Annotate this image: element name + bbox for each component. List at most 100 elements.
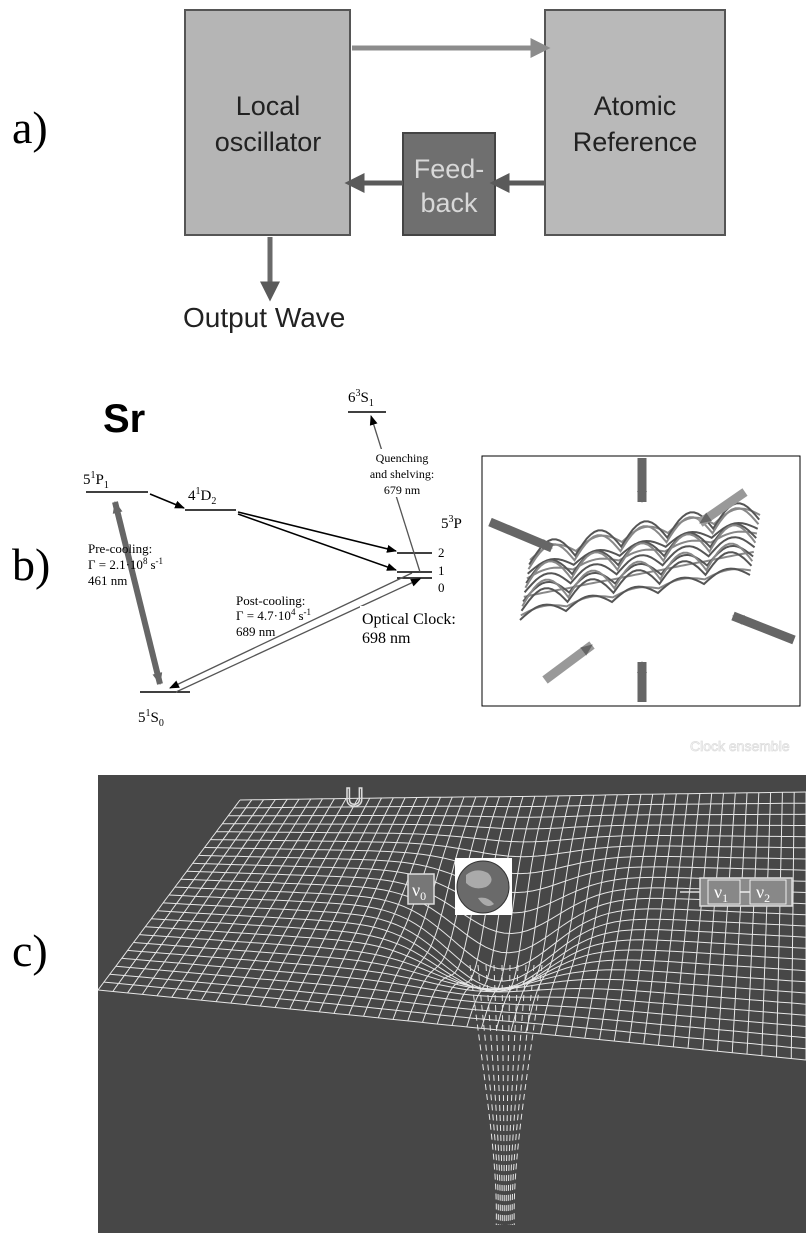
funnel-line <box>507 964 519 1226</box>
mesh-line <box>377 796 465 1018</box>
mesh-line <box>584 794 630 1039</box>
mesh-line <box>731 792 748 1053</box>
ensemble-label: Clock ensemble <box>690 738 790 754</box>
funnel-line <box>477 964 499 1226</box>
symbol: ν <box>714 882 722 902</box>
rate-exp: 8 <box>143 556 148 566</box>
local-oscillator-box <box>184 9 351 236</box>
mesh-line <box>643 793 677 1045</box>
transition-arrow <box>149 493 185 509</box>
laser-arrow <box>542 641 595 684</box>
principal: 4 <box>188 488 196 504</box>
transition-arrow <box>237 513 397 571</box>
mesh-line <box>510 795 571 1032</box>
orbital: P <box>454 516 462 532</box>
laser-arrows <box>488 458 796 702</box>
frequency-label: ν1 <box>714 882 728 905</box>
panel-c: c) U ν0 Clock ensemble ν1 ν2 <box>12 738 806 1233</box>
principal: 5 <box>138 710 146 726</box>
mesh-line <box>761 792 772 1056</box>
laser-arrow <box>697 488 748 527</box>
orbital: S <box>361 390 369 406</box>
level-label: 63S1 <box>348 388 374 409</box>
mesh-line <box>525 795 583 1033</box>
mesh-line <box>289 797 394 1010</box>
transition-arrow <box>175 578 421 693</box>
mesh-line <box>318 797 418 1013</box>
mesh-line <box>540 795 595 1035</box>
funnel-line <box>511 964 535 1226</box>
box-label: back <box>420 188 478 218</box>
frequency-label: ν2 <box>756 882 770 905</box>
lattice-line <box>520 568 751 617</box>
mesh-line <box>112 799 253 992</box>
mesh-line <box>554 794 606 1036</box>
lattice-surface <box>519 502 761 621</box>
multiplicity: 3 <box>356 388 361 399</box>
funnel-line <box>493 964 503 1226</box>
rate-unit: s <box>298 608 303 623</box>
mesh-line <box>392 796 477 1020</box>
atomic-reference-box <box>544 9 726 236</box>
rate-unit: s <box>150 557 155 572</box>
output-label: Output Wave <box>183 302 345 333</box>
panel-label: a) <box>12 102 48 153</box>
sublevel: 0 <box>438 580 445 595</box>
sublevel: 2 <box>438 545 445 560</box>
subscript: 0 <box>420 889 426 903</box>
frequency-label: ν0 <box>412 880 426 903</box>
mesh-line <box>259 797 371 1007</box>
mesh-line <box>141 799 276 995</box>
annotation: Optical Clock: <box>362 611 456 628</box>
j: 1 <box>104 480 109 491</box>
panel-a: a) Local oscillator Atomic Reference Fee… <box>12 9 726 333</box>
lattice-line <box>524 524 757 589</box>
element-label: Sr <box>103 397 145 441</box>
transition-arrow <box>237 511 397 553</box>
mesh-line <box>171 798 300 998</box>
frequency-box <box>749 879 787 905</box>
level-label: 51P1 <box>83 470 109 491</box>
lattice-line <box>528 502 760 566</box>
mesh <box>97 791 806 1226</box>
mesh-line <box>451 796 524 1026</box>
mesh-line <box>215 798 335 1002</box>
mesh-line <box>304 797 406 1011</box>
funnel-line <box>513 964 543 1226</box>
funnel-line <box>469 964 497 1226</box>
mesh-line <box>407 796 489 1022</box>
mesh-line <box>156 799 288 997</box>
mesh-line <box>613 794 654 1042</box>
subscript: 2 <box>764 891 770 905</box>
j: 2 <box>211 496 216 507</box>
sublevel: 1 <box>438 563 445 578</box>
mesh-line <box>746 792 760 1055</box>
label-backdrop <box>366 449 438 497</box>
annotation: 679 nm <box>384 483 421 497</box>
box-label: Local <box>236 91 301 121</box>
transition-arrow <box>112 501 163 685</box>
symbol: ν <box>412 880 420 900</box>
mesh-line <box>200 798 323 1001</box>
panel-label: c) <box>12 925 48 976</box>
mesh-line <box>658 793 689 1046</box>
mesh-line <box>628 793 665 1043</box>
multiplicity: 1 <box>196 486 201 497</box>
mesh-line <box>790 792 795 1059</box>
box-label: Atomic <box>594 91 677 121</box>
panel-label: b) <box>12 539 50 590</box>
mesh-line <box>422 796 500 1023</box>
transition-arrow <box>169 572 413 689</box>
symbol: ν <box>756 882 764 902</box>
subscript: 1 <box>722 891 728 905</box>
rate-exp: 4 <box>291 607 296 617</box>
orbital: S <box>151 710 159 726</box>
mesh-line <box>687 793 713 1049</box>
feedback-box <box>402 132 496 236</box>
box-label: oscillator <box>215 127 322 157</box>
level-label: 41D2 <box>188 486 216 507</box>
multiplicity: 1 <box>146 708 151 719</box>
